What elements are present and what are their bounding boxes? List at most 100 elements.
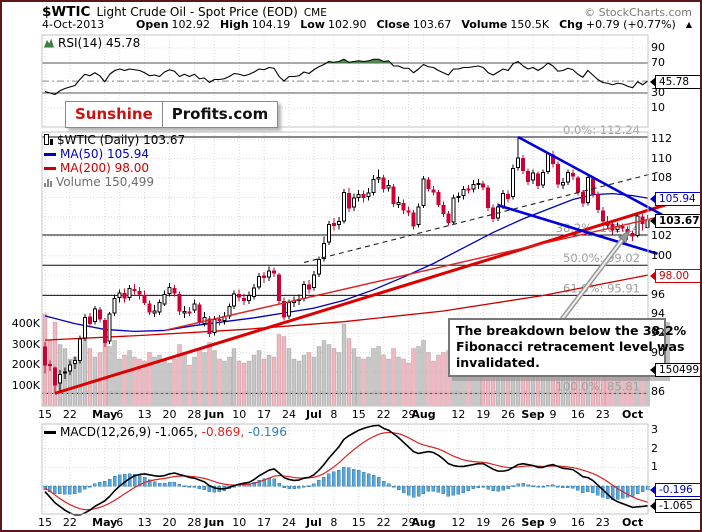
date-axis-label: 6 (116, 408, 124, 421)
candlestick-icon (44, 134, 53, 145)
date-axis-label: 23 (595, 516, 610, 529)
ma200-value-box: 98.00 (650, 269, 700, 283)
date-axis-label: 22 (376, 408, 391, 421)
macd-axis-label: 1 (651, 460, 658, 474)
svg-text:50.0%: 99.02: 50.0%: 99.02 (563, 251, 640, 265)
date-axis-label: 26 (501, 516, 516, 529)
date-axis-label: 10 (232, 408, 247, 421)
date-axis-label: 15 (351, 408, 366, 421)
rsi-axis-label: 90 (651, 41, 665, 54)
date-axis-label: Jun (204, 516, 225, 529)
attribution: © StockCharts.com (584, 6, 692, 19)
date-axis-label: 15 (351, 516, 366, 529)
exchange: CME (303, 7, 327, 19)
annotation-line2: Fibonacci retracement level was (456, 339, 685, 354)
ma50-line-icon (44, 152, 56, 156)
date-axis-label: 19 (476, 408, 491, 421)
date-axis-label: 22 (62, 516, 77, 529)
price-axis-label: 100 (651, 248, 672, 262)
volume-axis-label: 300K (11, 337, 40, 351)
date-axis-label: 28 (187, 516, 202, 529)
macd-hist-box: -0.196 (650, 483, 700, 497)
date-axis-label: 9 (549, 408, 557, 421)
rsi-value-box: 45.78 (650, 75, 700, 89)
ma200-line-icon (44, 166, 56, 170)
annotation-line1: The breakdown below the 38.2% (456, 323, 687, 338)
sunshine-profits-logo: Sunshine Profits.com (65, 101, 279, 128)
price-axis-label: 90 (651, 345, 665, 359)
date-axis-label: 16 (570, 408, 585, 421)
main-legend-ma50: MA(50) 105.94 (44, 147, 149, 161)
date-axis-label: 22 (62, 408, 77, 421)
volume-value-box: 150499 (650, 363, 700, 377)
annotation-callout: The breakdown below the 38.2% Fibonacci … (448, 318, 687, 377)
date-axis-label: May (92, 408, 118, 421)
macd-line-icon (44, 430, 56, 434)
date-axis-label: 9 (549, 516, 557, 529)
symbol: $WTIC (42, 4, 91, 20)
date-axis-label: 26 (501, 408, 516, 421)
date-axis-label: Jul (306, 516, 322, 529)
macd-legend-label: MACD(12,26,9) (60, 425, 152, 439)
box-notch (650, 194, 656, 204)
header-row: $WTIC Light Crude Oil - Spot Price (EOD)… (42, 4, 692, 20)
change-up-arrow-icon: ▲ (685, 20, 692, 29)
volume-axis-label: 400K (11, 317, 40, 330)
price-axis-label: 102 (651, 229, 672, 243)
logo-word1: Sunshine (75, 105, 153, 123)
last-price-box: 103.67 (650, 214, 700, 228)
date-axis-label: 22 (376, 516, 391, 529)
macd-value-box: -1.065 (650, 499, 700, 513)
rsi-legend: RSI(14) 45.78 (44, 36, 140, 50)
quote-row: 4-Oct-2013 Open 102.92 High 104.19 Low 102.… (42, 18, 692, 31)
macd-hist-value: -0.196 (248, 425, 287, 439)
quote-high: High 104.19 (220, 18, 291, 31)
rsi-indicator-icon (44, 38, 54, 48)
macd-axis-label: 3 (651, 423, 658, 437)
price-axis-label: 86 (651, 384, 665, 398)
main-legend-symbol: $WTIC (Daily) 103.67 (44, 133, 185, 147)
macd-legend: MACD(12,26,9) -1.065, -0.869, -0.196 (44, 425, 287, 439)
date-axis-label: 24 (282, 516, 297, 529)
quote-close: Close 103.67 (376, 18, 452, 31)
rsi-axis-label: 70 (651, 56, 665, 69)
box-notch (650, 365, 656, 375)
box-notch (650, 501, 656, 511)
date-axis-label: Aug (411, 516, 436, 529)
main-legend-ma200: MA(200) 98.00 (44, 161, 149, 175)
date-axis-label: 17 (257, 516, 272, 529)
box-notch (650, 485, 656, 495)
date-axis-label: 15 (38, 516, 52, 529)
price-axis-label: 112 (651, 132, 672, 146)
date-axis-label: 10 (232, 516, 247, 529)
date-axis-label: 15 (38, 408, 52, 421)
price-axis-label: 92 (651, 326, 665, 340)
date-axis-label: 12 (451, 408, 466, 421)
rsi-axis-label: 30 (651, 86, 665, 99)
price-axis-label: 110 (651, 151, 672, 165)
ma50-value-box: 105.94 (650, 192, 700, 206)
chart-title: Light Crude Oil - Spot Price (EOD) (96, 5, 298, 19)
date-axis-label: 24 (282, 408, 297, 421)
macd-value: -1.065, (155, 425, 198, 439)
volume-bars-icon (44, 178, 52, 187)
quote-open: Open 102.92 (136, 18, 211, 31)
date-axis-label: 16 (570, 516, 585, 529)
date-axis-label: Oct (622, 408, 644, 421)
volume-axis-label: 200K (11, 358, 40, 371)
quote-low: Low 102.90 (300, 18, 367, 31)
box-notch (650, 216, 656, 226)
svg-text:0.0%: 112.24: 0.0%: 112.24 (563, 123, 640, 137)
price-axis-label: 108 (651, 171, 672, 185)
annotation-line3: invalidated. (456, 355, 540, 370)
date-axis-label: 8 (330, 408, 338, 421)
date-axis-label: 20 (162, 408, 177, 421)
quote-change: Chg +0.79 (+0.77%) (559, 18, 676, 31)
main-legend-volume: Volume 150,499 (44, 175, 154, 189)
date-axis-label: Sep (521, 408, 545, 421)
macd-axis-label: 2 (651, 441, 658, 455)
volume-axis-label: 100K (11, 378, 40, 392)
box-notch (650, 77, 656, 87)
